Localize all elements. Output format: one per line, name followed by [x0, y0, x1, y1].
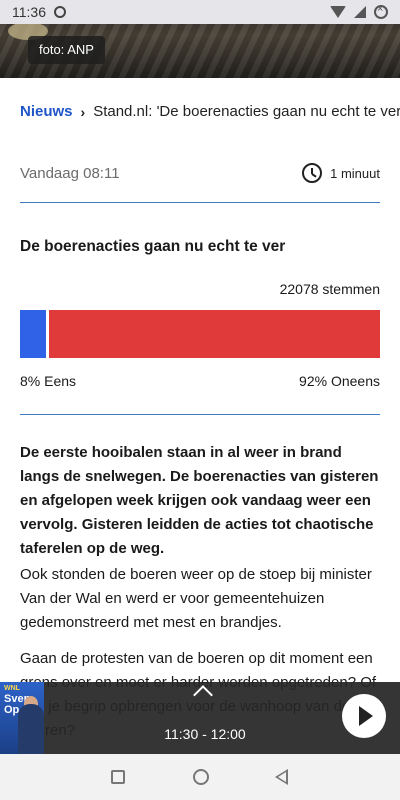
- radio-player[interactable]: WNL Sven Op 1 11:30 - 12:00: [0, 682, 400, 754]
- photo-caption: foto: ANP: [28, 36, 105, 64]
- presenter-photo: [18, 704, 44, 754]
- poll-bar-no: [49, 310, 380, 358]
- read-time-label: 1 minuut: [330, 165, 380, 181]
- status-bar: 11:36: [0, 0, 400, 24]
- battery-icon: [374, 3, 388, 19]
- read-time: 1 minuut: [302, 163, 380, 183]
- poll-no-label: 92% Oneens: [299, 373, 380, 389]
- divider: [20, 202, 380, 203]
- clock-icon: [302, 163, 323, 183]
- publish-date: Vandaag 08:11: [20, 164, 120, 182]
- status-time: 11:36: [12, 4, 46, 20]
- recents-icon[interactable]: [111, 770, 125, 784]
- breadcrumb-current: Stand.nl: 'De boerenacties gaan nu echt …: [93, 103, 400, 120]
- notification-icon: [54, 6, 66, 18]
- poll-bar-yes: [20, 310, 46, 358]
- wifi-icon: [330, 6, 346, 18]
- article-paragraph: Ook stonden de boeren weer op de stoep b…: [20, 566, 372, 631]
- chevron-right-icon: ›: [80, 103, 86, 120]
- article-meta: Vandaag 08:11 1 minuut: [20, 162, 380, 184]
- back-icon[interactable]: [275, 769, 288, 785]
- divider: [20, 414, 380, 415]
- poll-vote-count: 22078 stemmen: [279, 281, 380, 297]
- poll-result-bar: [20, 310, 380, 358]
- home-icon[interactable]: [193, 769, 209, 785]
- hero-detail: [8, 22, 48, 40]
- show-title: Sven Op 1: [4, 693, 31, 716]
- chevron-up-icon[interactable]: [193, 685, 213, 705]
- player-time-slot: 11:30 - 12:00: [164, 726, 246, 742]
- poll-yes-label: 8% Eens: [20, 373, 77, 389]
- system-nav-bar: [0, 754, 400, 800]
- article-intro: De eerste hooibalen staan in al weer in …: [20, 444, 379, 557]
- poll-labels: 8% Eens 92% Oneens: [20, 373, 380, 389]
- play-button[interactable]: [342, 694, 386, 738]
- show-thumbnail[interactable]: WNL Sven Op 1: [0, 682, 44, 754]
- poll-title: De boerenacties gaan nu echt te ver: [20, 238, 286, 255]
- breadcrumb-nieuws-link[interactable]: Nieuws: [20, 103, 73, 120]
- breadcrumb: Nieuws › Stand.nl: 'De boerenacties gaan…: [20, 103, 400, 120]
- show-brand: WNL: [4, 685, 20, 692]
- signal-icon: [354, 6, 366, 18]
